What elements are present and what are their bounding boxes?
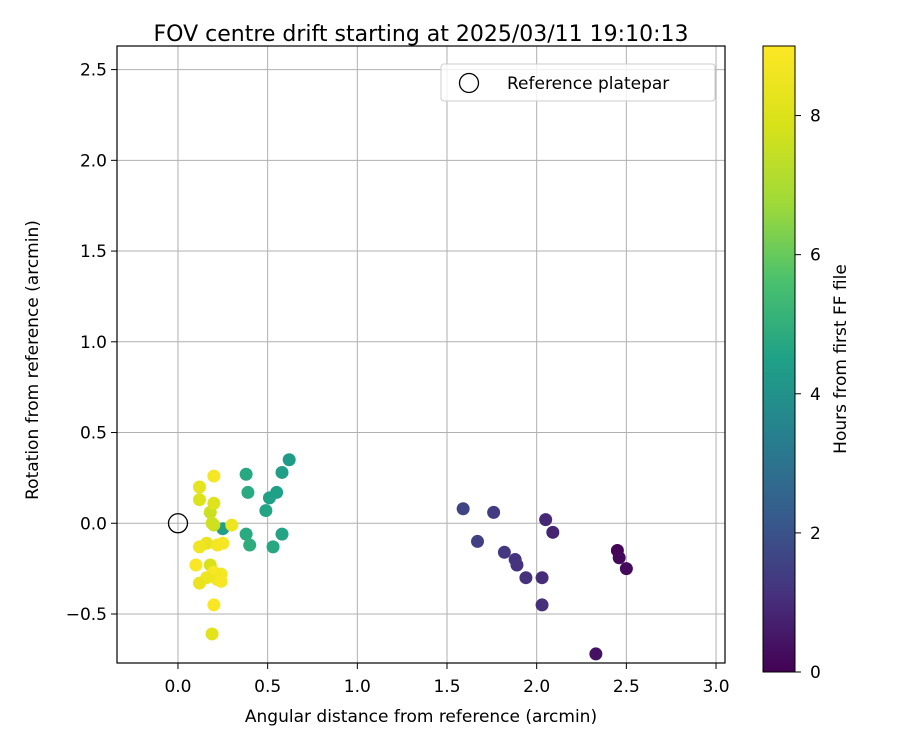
x-tick-label: 0.5 [254,677,281,697]
y-axis-label: Rotation from reference (arcmin) [23,220,43,500]
data-point [519,571,533,585]
data-point [189,558,203,572]
data-point [497,545,511,559]
data-point [239,467,253,481]
data-point [539,513,553,527]
x-ticks: 0.0 0.5 1.0 1.5 2.0 2.5 3.0 [164,663,730,697]
data-point [241,485,255,499]
x-tick-label: 2.5 [613,677,640,697]
data-point [535,571,549,585]
y-tick-label: 0.0 [80,514,107,534]
x-tick-label: 3.0 [703,677,730,697]
colorbar-tick-label: 0 [810,663,821,683]
data-point [193,480,207,494]
chart-title: FOV centre drift starting at 2025/03/11 … [154,22,689,47]
legend-box [440,63,716,102]
data-point [275,465,289,479]
data-point [216,536,230,550]
colorbar: 0 2 4 6 8 Hours from first FF file [762,45,851,683]
legend-label-reference: Reference platepar [507,74,669,94]
data-point [205,516,219,530]
colorbar-tick-label: 8 [810,107,821,127]
legend: Reference platepar [440,63,716,102]
x-tick-label: 0.0 [164,677,191,697]
data-point [193,540,207,554]
data-point [470,534,484,548]
data-point [207,598,221,612]
legend-marker-reference [458,72,480,94]
y-tick-label: 1.5 [80,242,107,262]
data-point [508,553,522,567]
data-point [239,527,253,541]
data-point [259,504,273,518]
x-axis-label: Angular distance from reference (arcmin) [245,707,597,727]
colorbar-ticks: 0 2 4 6 8 [795,107,821,683]
y-tick-label: 0.5 [80,424,107,444]
data-point [205,627,219,641]
reference-platepar-marker [167,513,189,534]
x-tick-label: 1.5 [433,677,460,697]
colorbar-tick-label: 2 [810,524,821,544]
y-tick-label: 2.0 [80,151,107,171]
data-point [214,574,228,588]
scatter-points [167,453,633,661]
data-point [207,469,221,483]
y-tick-label: −0.5 [66,605,107,625]
x-tick-label: 2.0 [523,677,550,697]
data-point [546,525,560,539]
y-tick-label: 1.0 [80,333,107,353]
colorbar-tick-label: 4 [810,385,821,405]
data-point [207,496,221,510]
data-point [243,538,257,552]
data-point [266,540,280,554]
data-point [619,562,633,576]
data-point [275,527,289,541]
data-point [535,598,549,612]
colorbar-tick-label: 6 [810,246,821,266]
data-point [193,493,207,507]
data-point [225,518,239,532]
y-tick-label: 2.5 [80,61,107,81]
data-point [612,551,626,565]
data-point [262,491,276,505]
y-ticks: −0.5 0.0 0.5 1.0 1.5 2.0 2.5 [66,61,117,625]
data-point [193,576,207,590]
data-point [589,647,603,661]
data-point [456,502,470,516]
plot-area-frame [116,45,726,664]
data-point [282,453,296,467]
x-tick-label: 1.0 [344,677,371,697]
colorbar-label: Hours from first FF file [831,264,851,454]
colorbar-gradient [762,45,796,673]
data-point [487,505,501,519]
